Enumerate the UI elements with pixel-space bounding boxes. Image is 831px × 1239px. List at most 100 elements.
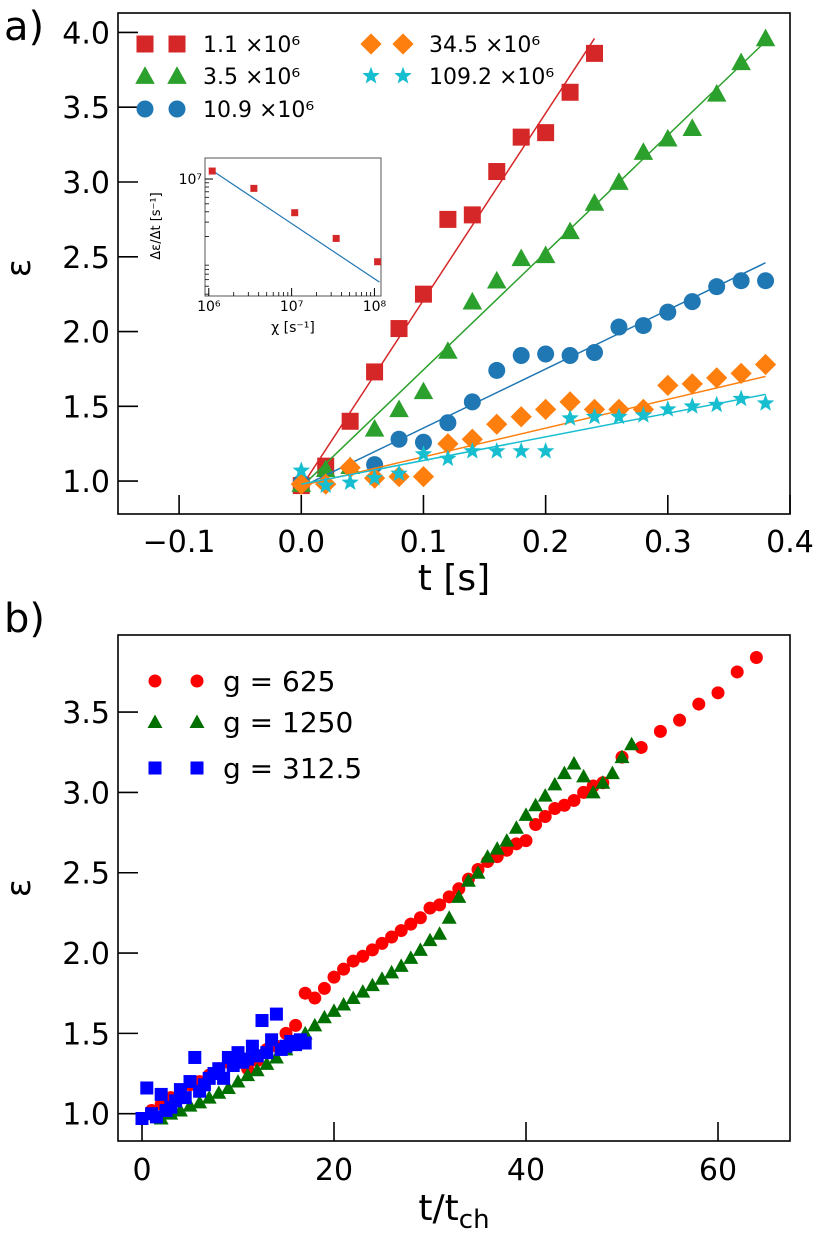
- data-point: [706, 367, 728, 389]
- legend-marker: [392, 33, 414, 55]
- data-point: [327, 970, 341, 984]
- x-tick-label: 0.3: [644, 525, 692, 560]
- data-point: [439, 210, 457, 228]
- panel-b-xlabel: t/tch: [418, 1188, 489, 1235]
- data-point: [567, 793, 581, 807]
- inset-data-point: [332, 234, 340, 242]
- panel-b-frame: [117, 634, 791, 1142]
- data-point: [374, 971, 390, 985]
- panel-b: b) 0 20 40 60 1.0 1.5 2.0 2.5 3.0 3.5 t/tch ε g =…: [0, 596, 791, 1235]
- data-point: [412, 942, 428, 956]
- data-point: [561, 346, 579, 364]
- data-point: [576, 768, 592, 783]
- data-point: [201, 1090, 217, 1104]
- legend-label: 1.1 ×10⁶: [203, 33, 300, 58]
- data-point: [518, 807, 534, 821]
- data-point: [249, 1062, 265, 1077]
- legend-marker: [362, 66, 380, 84]
- data-point: [462, 291, 483, 310]
- data-point: [389, 399, 409, 418]
- legend-marker: [394, 66, 412, 84]
- data-point: [438, 341, 458, 359]
- data-point: [486, 270, 507, 289]
- panel-b-legend: g = 625 g = 1250 g = 312.5: [147, 665, 362, 785]
- panel-a-legend: 1.1 ×10⁶ 3.5 ×10⁶ 10.9 ×10⁶ 34.5 ×10⁶ 109.2 …: [135, 33, 554, 123]
- data-point: [537, 124, 555, 142]
- legend-marker: [360, 33, 382, 55]
- x-tick-label: 0: [132, 1153, 151, 1188]
- data-point: [403, 950, 419, 964]
- data-point: [463, 441, 482, 459]
- data-point: [634, 406, 653, 423]
- data-point: [604, 765, 620, 780]
- data-point: [711, 686, 725, 700]
- inset-x-tick-label: 10⁷: [280, 299, 303, 315]
- data-point: [537, 345, 555, 363]
- data-point: [336, 996, 352, 1011]
- data-point: [480, 849, 496, 863]
- data-point: [706, 83, 727, 102]
- data-point: [755, 28, 776, 47]
- y-tick-label: 1.0: [62, 1098, 110, 1133]
- data-point: [659, 400, 677, 417]
- data-point: [560, 221, 580, 240]
- data-point: [692, 697, 706, 711]
- legend-marker: [168, 35, 186, 53]
- data-point: [217, 1071, 231, 1085]
- data-point: [412, 465, 435, 488]
- inset: 10⁶ 10⁷ 10⁸ 10⁷ χ [s⁻¹] Δε/Δt [s⁻¹]: [149, 157, 387, 336]
- data-point: [535, 398, 557, 420]
- legend-marker: [136, 100, 154, 118]
- data-point: [461, 428, 483, 450]
- data-point: [756, 394, 775, 411]
- inset-frame: [204, 157, 382, 297]
- data-point: [355, 984, 371, 998]
- data-point: [289, 1018, 303, 1032]
- series-2: [292, 262, 775, 492]
- panel-a-axes: −0.1 0.0 0.1 0.2 0.3 0.4 1.0 1.5 2.0 2.5 3.0 3.5 4.0: [62, 16, 814, 560]
- data-point: [512, 128, 530, 146]
- y-tick-label: 2.5: [62, 857, 110, 892]
- data-point: [557, 798, 571, 812]
- data-point: [442, 890, 456, 904]
- data-point: [404, 917, 418, 931]
- data-point: [488, 361, 506, 379]
- data-point: [346, 954, 360, 968]
- data-point: [269, 1007, 283, 1021]
- data-point: [754, 353, 777, 376]
- data-point: [586, 343, 604, 361]
- y-tick-label: 3.0: [62, 776, 110, 811]
- panel-a-ylabel: ε: [0, 259, 39, 277]
- x-tick-label: −0.1: [143, 525, 216, 560]
- data-point: [595, 775, 611, 789]
- data-point: [512, 346, 530, 364]
- data-point: [439, 414, 457, 432]
- inset-axes: 10⁶ 10⁷ 10⁸ 10⁷: [179, 172, 387, 315]
- data-point: [230, 1074, 246, 1088]
- y-tick-label: 1.5: [62, 1017, 110, 1052]
- data-point: [609, 172, 629, 190]
- panel-b-plot-area: [135, 650, 763, 1126]
- data-point: [259, 1056, 275, 1070]
- data-point: [707, 395, 726, 413]
- inset-ylabel: Δε/Δt [s⁻¹]: [149, 192, 164, 259]
- fit-line: [301, 375, 766, 487]
- legend-marker: [189, 714, 205, 728]
- y-tick-label: 4.0: [62, 16, 110, 51]
- legend-label: g = 1250: [223, 706, 353, 739]
- panel-a: a) −0.1 0.0 0.1 0.2 0.3 0.4 1.0 1.5 2.0 2.5 3.0 3.5…: [0, 4, 814, 599]
- data-point: [220, 1080, 236, 1094]
- data-point: [682, 118, 703, 136]
- data-point: [559, 391, 581, 413]
- data-point: [730, 362, 752, 385]
- legend-marker: [135, 66, 155, 84]
- inset-xlabel: χ [s⁻¹]: [271, 320, 315, 336]
- data-point: [634, 317, 652, 335]
- panel-a-xlabel: t [s]: [418, 558, 490, 599]
- data-point: [614, 749, 630, 764]
- panel-b-xlabel-sub: ch: [459, 1205, 490, 1235]
- data-point: [414, 285, 432, 303]
- data-point: [316, 1009, 332, 1024]
- panel-a-frame: [117, 12, 791, 515]
- legend-label: g = 625: [223, 665, 335, 698]
